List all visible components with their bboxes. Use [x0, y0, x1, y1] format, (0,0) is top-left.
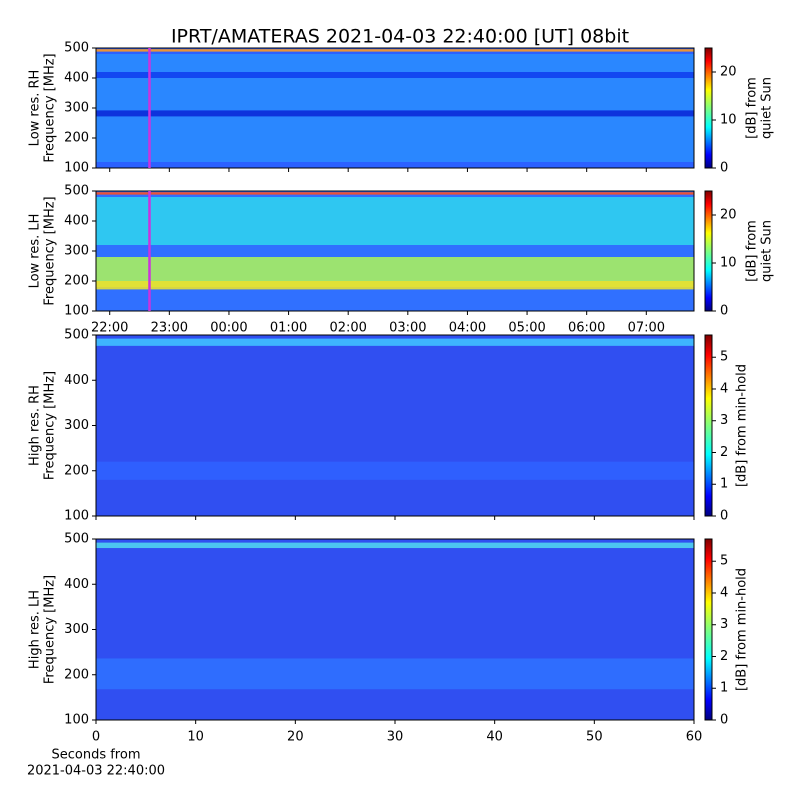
y-tick-label: 300 [64, 418, 89, 433]
x-tick-label: 04:00 [449, 321, 486, 336]
y-tick-label: 500 [64, 328, 89, 343]
x-tick-label: 40 [486, 730, 503, 745]
x-tick-label: 06:00 [568, 321, 605, 336]
x-tick-label: 05:00 [508, 321, 545, 336]
colorbar-tick-label: 2 [720, 445, 728, 460]
y-tick-label: 500 [64, 184, 89, 199]
x-tick-label: 10 [187, 730, 204, 745]
spectrogram-texture [96, 539, 694, 720]
colorbar-tick-label: 20 [720, 65, 737, 80]
colorbar-label: [dB] from min-hold [735, 568, 750, 691]
x-tick-label: 02:00 [329, 321, 366, 336]
y-axis-label: Frequency [MHz] [43, 196, 58, 305]
spectrogram-texture [96, 192, 694, 195]
y-tick-label: 500 [64, 41, 89, 56]
x-tick-label: 20 [287, 730, 304, 745]
y-tick-label: 500 [64, 532, 89, 547]
colorbar-label: quiet Sun [760, 77, 775, 139]
colorbar-tick-label: 10 [720, 113, 737, 128]
y-axis-label: High res. RH [28, 385, 43, 466]
colorbar [704, 190, 713, 312]
y-axis-label: High res. LH [28, 590, 43, 669]
colorbar-tick-label: 5 [720, 554, 728, 569]
colorbar [704, 334, 713, 517]
colorbar-tick-label: 2 [720, 649, 728, 664]
y-tick-label: 100 [64, 304, 89, 319]
colorbar-tick-label: 4 [720, 585, 728, 600]
x-tick-label: 03:00 [389, 321, 426, 336]
colorbar-tick-label: 4 [720, 381, 728, 396]
y-axis-label: Frequency [MHz] [43, 53, 58, 162]
y-axis-label: Low res. LH [28, 214, 43, 289]
colorbar-tick-label: 1 [720, 681, 728, 696]
y-tick-label: 100 [64, 509, 89, 524]
y-axis-label: Low res. RH [28, 70, 43, 147]
y-tick-label: 200 [64, 131, 89, 146]
colorbar-tick-label: 0 [720, 713, 728, 728]
x-axis-label: Seconds from [51, 748, 140, 763]
spectrogram-texture [96, 658, 694, 690]
x-tick-label: 07:00 [628, 321, 665, 336]
spectrogram-texture [96, 542, 694, 549]
x-tick-label: 23:00 [151, 321, 188, 336]
colorbar-tick-label: 0 [720, 161, 728, 176]
y-tick-label: 200 [64, 667, 89, 682]
colorbar-tick-label: 1 [720, 477, 728, 492]
y-tick-label: 400 [64, 373, 89, 388]
x-tick-label: 22:00 [91, 321, 128, 336]
x-tick-label: 60 [686, 730, 703, 745]
y-axis-label: Frequency [MHz] [43, 575, 58, 684]
colorbar-label: [dB] from [745, 220, 760, 282]
y-tick-label: 200 [64, 463, 89, 478]
spectrogram-texture [96, 461, 694, 480]
spectrogram-texture [96, 281, 694, 290]
spectrogram-texture [96, 110, 694, 117]
spectrogram-texture [96, 72, 694, 78]
colorbar-tick-label: 3 [720, 413, 728, 428]
colorbar-tick-label: 3 [720, 617, 728, 632]
spectrogram-texture [96, 49, 694, 52]
y-tick-label: 300 [64, 622, 89, 637]
chart-title: IPRT/AMATERAS 2021-04-03 22:40:00 [UT] 0… [171, 26, 629, 48]
x-tick-label: 50 [586, 730, 603, 745]
x-tick-label: 01:00 [270, 321, 307, 336]
y-axis-label: Frequency [MHz] [43, 371, 58, 480]
colorbar-tick-label: 20 [720, 208, 737, 223]
colorbar-label: quiet Sun [760, 220, 775, 282]
colorbar [704, 47, 713, 169]
x-tick-label: 30 [387, 730, 404, 745]
y-tick-label: 400 [64, 577, 89, 592]
spectrogram-texture [96, 54, 694, 162]
y-tick-label: 100 [64, 713, 89, 728]
spectrogram-texture [96, 197, 694, 245]
spectrogram-texture [96, 335, 694, 516]
y-tick-label: 400 [64, 71, 89, 86]
y-tick-label: 100 [64, 161, 89, 176]
x-tick-label: 0 [92, 730, 100, 745]
colorbar-tick-label: 0 [720, 304, 728, 319]
x-axis-label: 2021-04-03 22:40:00 [27, 764, 165, 779]
y-tick-label: 300 [64, 244, 89, 259]
colorbar-tick-label: 10 [720, 256, 737, 271]
y-tick-label: 300 [64, 101, 89, 116]
colorbar-label: [dB] from [745, 77, 760, 139]
colorbar-tick-label: 0 [720, 509, 728, 524]
colorbar-label: [dB] from min-hold [735, 364, 750, 487]
y-tick-label: 400 [64, 214, 89, 229]
x-tick-label: 00:00 [210, 321, 247, 336]
colorbar-tick-label: 5 [720, 350, 728, 365]
y-tick-label: 200 [64, 274, 89, 289]
colorbar [704, 538, 713, 721]
spectrogram-texture [96, 338, 694, 346]
